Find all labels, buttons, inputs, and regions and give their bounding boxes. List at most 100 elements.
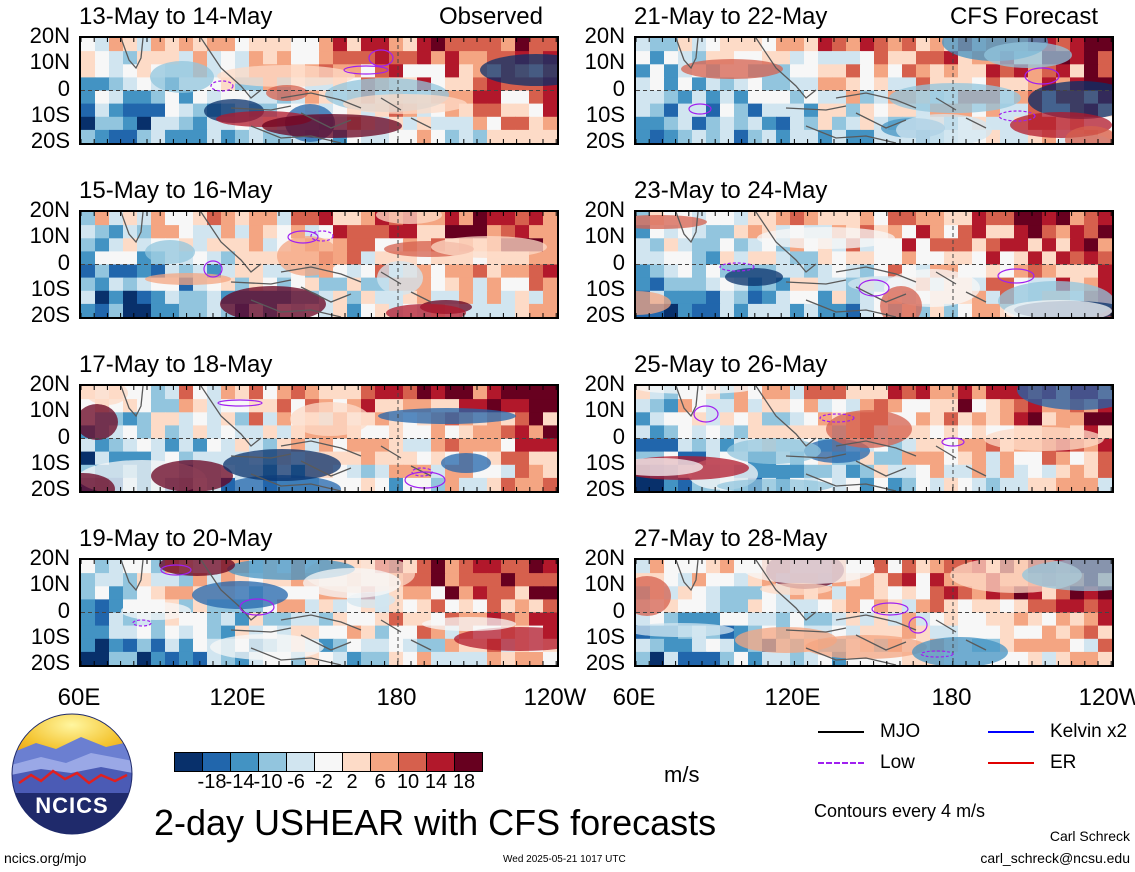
field-cell: [874, 38, 889, 52]
field-blob: [220, 286, 326, 317]
field-cell: [81, 277, 96, 292]
field-cell: [375, 451, 390, 466]
author-email[interactable]: carl_schreck@ncsu.edu: [980, 850, 1130, 866]
field-cell: [986, 225, 1001, 239]
field-cell: [804, 51, 819, 65]
field-cell: [664, 651, 679, 665]
field-cell: [776, 464, 791, 479]
field-cell: [459, 386, 474, 400]
field-cell: [263, 51, 278, 65]
field-cell: [1000, 225, 1015, 239]
field-cell: [1056, 264, 1071, 279]
field-cell: [916, 412, 931, 426]
lat-label: 10N: [29, 49, 70, 75]
field-cell: [445, 212, 460, 226]
field-cell: [860, 599, 875, 614]
field-cell: [720, 129, 735, 143]
field-cell: [305, 438, 320, 453]
field-cell: [678, 129, 693, 143]
field-cell: [818, 77, 833, 92]
field-cell: [790, 399, 805, 413]
low-contour: [719, 262, 755, 272]
field-cell: [221, 212, 236, 226]
field-cell: [636, 38, 651, 52]
field-blob: [454, 627, 557, 651]
field-cell: [515, 599, 530, 614]
field-cell: [431, 277, 446, 292]
field-cell: [748, 612, 763, 627]
field-cell: [1028, 599, 1043, 614]
field-cell: [487, 129, 502, 143]
field-cell: [81, 573, 96, 587]
field-cell: [179, 573, 194, 587]
website-link[interactable]: ncics.org/mjo: [4, 850, 87, 866]
field-cell: [193, 303, 208, 317]
field-cell: [291, 586, 306, 600]
field-cell: [902, 573, 917, 587]
field-cell: [776, 290, 791, 305]
field-cell: [832, 77, 847, 92]
field-cell: [459, 651, 474, 665]
field-cell: [706, 651, 721, 665]
field-cell: [347, 477, 362, 491]
field-blob: [223, 449, 341, 481]
field-cell: [389, 386, 404, 400]
field-cell: [832, 399, 847, 413]
field-cell: [375, 651, 390, 665]
field-cell: [650, 129, 665, 143]
coastline: [675, 38, 987, 143]
field-cell: [734, 586, 749, 600]
field-blob: [480, 54, 557, 86]
field-cell: [263, 438, 278, 453]
field-cell: [720, 638, 735, 653]
field-cell: [664, 64, 679, 78]
lat-label: 20S: [585, 650, 625, 675]
field-cell: [692, 438, 707, 453]
field-cell: [319, 277, 334, 292]
field-cell: [347, 38, 362, 52]
field-cell: [1000, 412, 1015, 426]
field-cell: [529, 425, 544, 440]
field-cell: [305, 51, 320, 65]
field-cell: [515, 264, 530, 279]
field-cell: [305, 386, 320, 400]
field-cell: [1014, 599, 1029, 614]
field-cell: [972, 212, 987, 226]
field-cell: [1028, 625, 1043, 640]
field-cell: [874, 586, 889, 600]
legend-line: [988, 762, 1034, 764]
field-cell: [888, 238, 903, 252]
field-cell: [1028, 264, 1043, 279]
coastline: [675, 386, 987, 491]
field-cell: [221, 386, 236, 400]
field-cell: [529, 399, 544, 413]
panel-title: 13-May to 14-May: [79, 3, 273, 30]
field-cell: [1014, 651, 1029, 665]
field-cell: [832, 129, 847, 143]
field-cell: [249, 51, 264, 65]
field-cell: [459, 573, 474, 587]
field-cell: [487, 599, 502, 614]
field-cell: [846, 386, 861, 400]
field-cell: [720, 38, 735, 52]
field-cell: [165, 625, 180, 640]
field-cell: [445, 560, 460, 574]
field-cell: [221, 438, 236, 453]
field-cell: [501, 599, 516, 614]
lat-label: 0: [612, 249, 625, 275]
field-cell: [515, 451, 530, 466]
field-cell: [445, 116, 460, 131]
low-contour: [368, 49, 394, 67]
field-cell: [972, 451, 987, 466]
field-cell: [81, 251, 96, 266]
coastline: [120, 560, 432, 665]
field-blob: [896, 114, 992, 143]
field-cell: [818, 464, 833, 479]
colorbar-tick: 6: [374, 771, 386, 793]
field-cell: [1028, 412, 1043, 426]
field-cell: [123, 586, 138, 600]
field-cell: [473, 277, 488, 292]
field-cell: [1070, 212, 1085, 226]
field-cell: [636, 477, 651, 491]
field-cell: [678, 77, 693, 92]
